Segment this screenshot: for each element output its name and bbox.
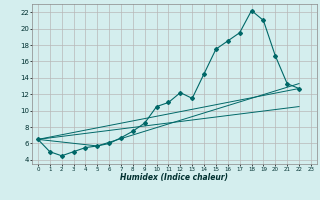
X-axis label: Humidex (Indice chaleur): Humidex (Indice chaleur) xyxy=(120,173,228,182)
